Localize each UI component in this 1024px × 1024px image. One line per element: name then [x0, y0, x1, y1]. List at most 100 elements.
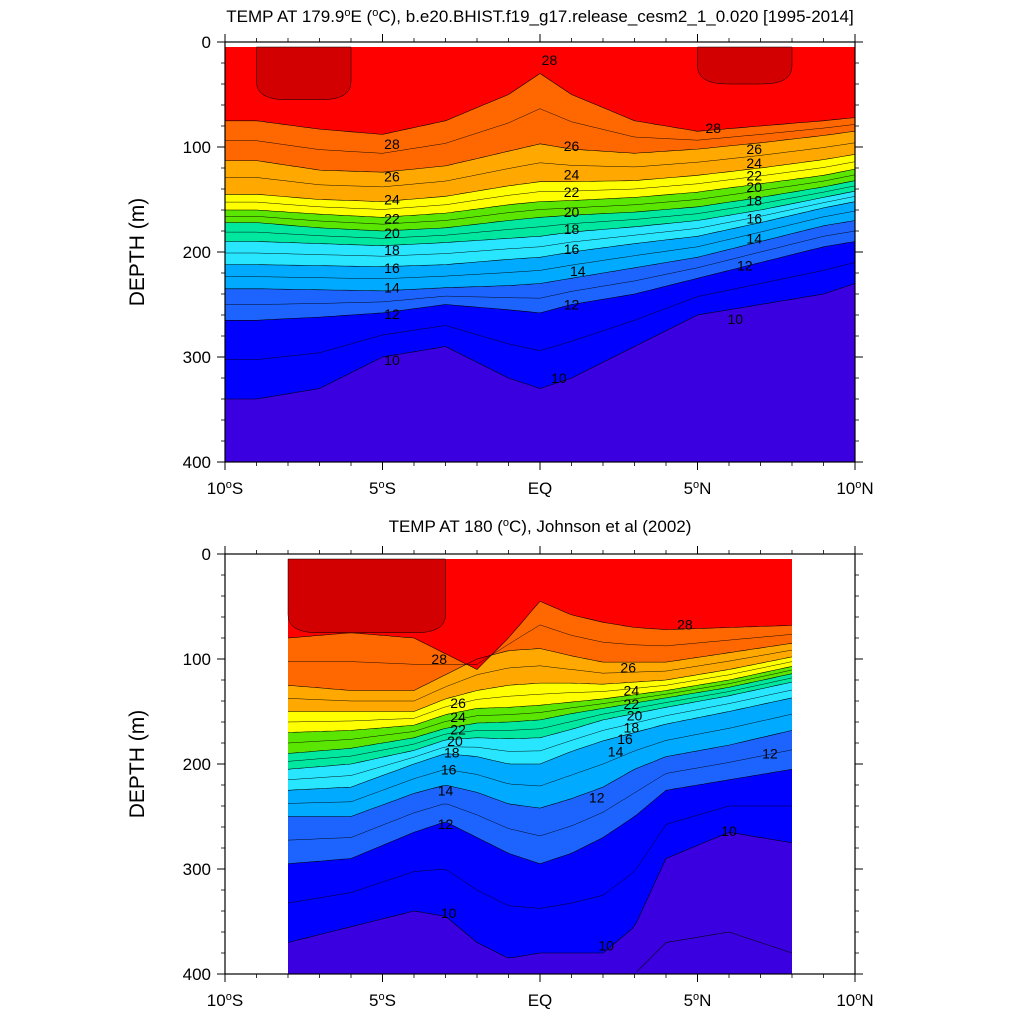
warm-pool-29 [256, 46, 352, 100]
isotherm-23 [225, 161, 856, 210]
isotherm-17 [225, 196, 856, 257]
warm-pool-29 [697, 46, 793, 85]
contour-label-24: 24 [746, 155, 762, 171]
x-tick-label: EQ [528, 479, 553, 498]
contour-label-10: 10 [728, 311, 744, 327]
isotherm-21 [225, 174, 856, 225]
isotherm-18 [287, 681, 793, 770]
contour-label-22: 22 [384, 210, 400, 226]
isotherm-13 [287, 749, 793, 841]
contour-label-12: 12 [762, 746, 778, 762]
isotherm-28 [225, 73, 856, 135]
x-tick-label: 10oS [207, 479, 243, 498]
isotherm-14 [225, 220, 856, 292]
isotherm-16 [225, 201, 856, 267]
contour-label-24: 24 [624, 683, 640, 699]
y-tick-label: 400 [183, 453, 211, 472]
contour-label-28: 28 [705, 120, 721, 136]
x-tick-label: 5oN [684, 479, 712, 498]
y-tick-label: 300 [183, 348, 211, 367]
observation-panel-title: TEMP AT 180 (oC), Johnson et al (2002) [389, 517, 692, 536]
contour-label-26: 26 [450, 695, 466, 711]
isotherm-15 [225, 210, 856, 280]
contour-label-20: 20 [447, 733, 463, 749]
isotherm-11 [225, 262, 856, 360]
isotherm-19 [225, 185, 856, 239]
y-tick-label: 0 [202, 33, 211, 52]
contour-label-26: 26 [384, 168, 400, 184]
contour-label-18: 18 [384, 242, 400, 258]
isotherm-9 [636, 931, 793, 973]
isotherm-19 [287, 677, 793, 762]
contour-label-16: 16 [441, 761, 457, 777]
contour-label-20: 20 [627, 708, 643, 724]
y-tick-label: 0 [202, 545, 211, 564]
contour-label-14: 14 [384, 280, 400, 296]
x-tick-label: 10oN [836, 479, 873, 498]
isotherm-22 [287, 666, 793, 733]
y-tick-label: 300 [183, 860, 211, 879]
isotherm-21 [287, 669, 793, 744]
isotherm-26 [287, 643, 793, 691]
isotherm-12 [225, 241, 856, 321]
contour-label-28: 28 [542, 52, 558, 68]
isotherm-28 [287, 600, 793, 670]
contour-label-14: 14 [438, 782, 454, 798]
isotherm-25 [287, 649, 793, 702]
contour-label-20: 20 [564, 204, 580, 220]
isotherm-11 [287, 805, 792, 909]
x-tick-label: EQ [528, 991, 553, 1010]
contour-label-22: 22 [624, 696, 640, 712]
observation-contour-labels: 2828262624242222202018181616141412121210… [431, 616, 778, 953]
isotherm-18 [225, 190, 856, 246]
contour-label-16: 16 [384, 260, 400, 276]
contour-label-16: 16 [564, 241, 580, 257]
x-tick-label: 5oS [369, 991, 396, 1010]
contour-label-26: 26 [620, 659, 636, 675]
y-tick-label: 100 [183, 138, 211, 157]
contour-label-26: 26 [564, 138, 580, 154]
y-tick-label: 200 [183, 755, 211, 774]
contour-label-10: 10 [384, 352, 400, 368]
model-temperature-fill [225, 46, 855, 462]
model-isotherms [225, 73, 856, 400]
observation-panel: TEMP AT 180 (oC), Johnson et al (2002) D… [126, 517, 874, 1010]
x-tick-label: 10oS [207, 991, 243, 1010]
contour-label-24: 24 [450, 709, 466, 725]
contour-label-10: 10 [441, 905, 457, 921]
isotherm-16 [287, 697, 793, 791]
model-axes: 0 100 200 300 400 10oS 5oS EQ 5oN 10oN [183, 33, 874, 498]
isotherm-24 [225, 154, 856, 202]
model-panel-title: TEMP AT 179.9oE (oC), b.e20.BHIST.f19_g1… [226, 7, 854, 26]
contour-label-22: 22 [450, 721, 466, 737]
y-tick-label: 100 [183, 650, 211, 669]
contour-label-22: 22 [746, 167, 762, 183]
contour-label-14: 14 [746, 230, 762, 246]
contour-label-12: 12 [737, 258, 753, 274]
isotherm-20 [287, 673, 793, 754]
contour-label-12: 12 [564, 297, 580, 313]
x-tick-label: 5oN [684, 991, 712, 1010]
isotherm-13 [225, 230, 856, 305]
contour-label-18: 18 [564, 221, 580, 237]
isotherm-14 [288, 730, 793, 817]
contour-label-14: 14 [608, 743, 624, 759]
isotherm-17 [287, 689, 793, 781]
x-tick-label: 5oS [369, 479, 396, 498]
contour-label-10: 10 [598, 938, 614, 954]
isotherm-12 [287, 769, 793, 865]
contour-label-24: 24 [564, 166, 580, 182]
isotherm-24 [288, 656, 793, 712]
y-tick-label: 400 [183, 965, 211, 984]
contour-label-10: 10 [551, 370, 567, 386]
isotherm-26 [225, 131, 856, 173]
x-tick-label: 10oN [836, 991, 873, 1010]
warm-pool-29 [287, 558, 446, 633]
isotherm-23 [287, 661, 793, 723]
contour-label-14: 14 [570, 263, 586, 279]
contour-label-16: 16 [746, 210, 762, 226]
model-panel: TEMP AT 179.9oE (oC), b.e20.BHIST.f19_g1… [126, 7, 874, 498]
isotherm-20 [225, 180, 856, 232]
contour-label-18: 18 [746, 193, 762, 209]
